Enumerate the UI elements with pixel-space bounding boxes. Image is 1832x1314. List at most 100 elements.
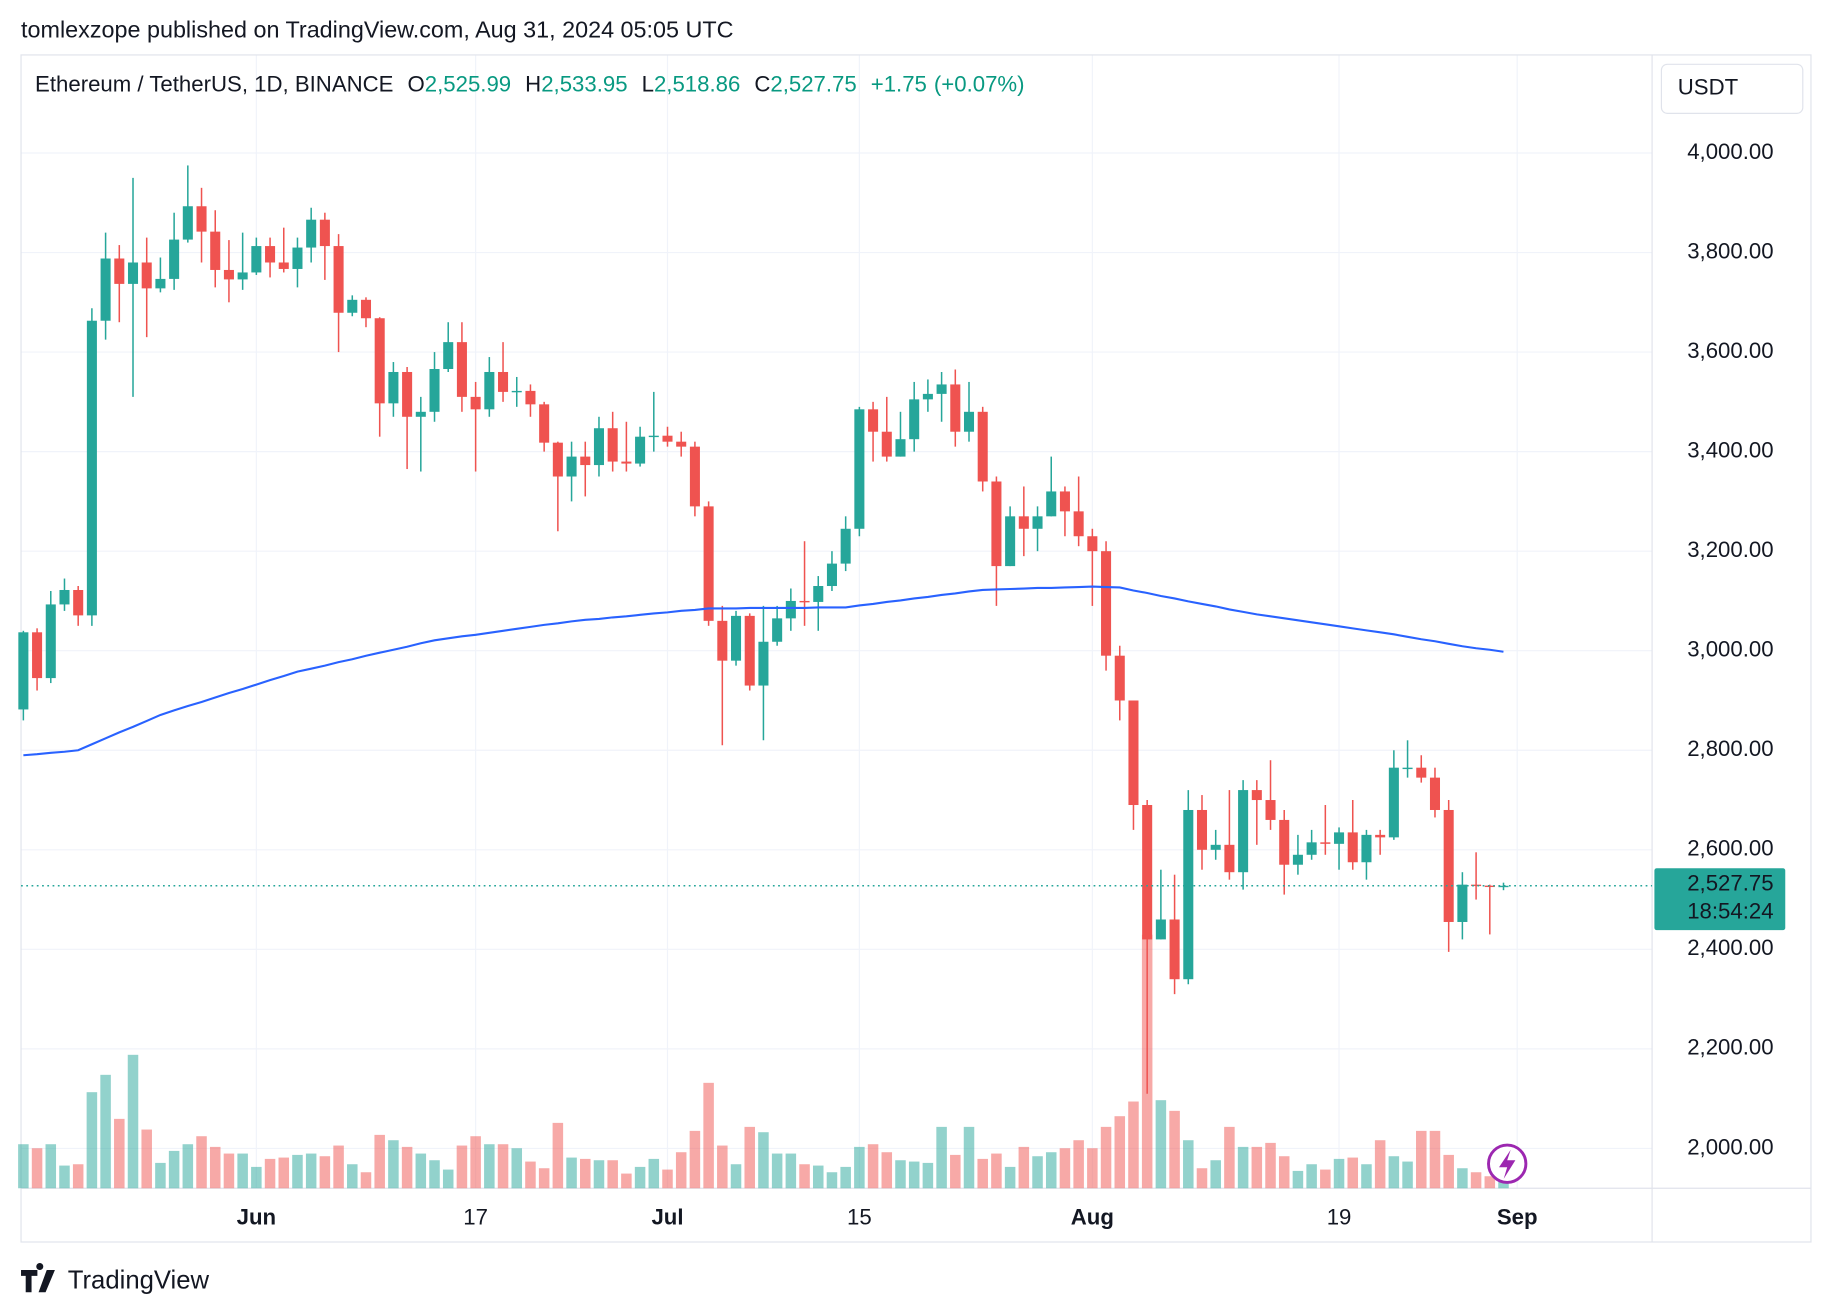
candle-body (1416, 767, 1427, 778)
candle-body (292, 247, 303, 269)
volume-bar (72, 1164, 84, 1189)
x-tick-label: Sep (1497, 1204, 1538, 1229)
candle-body (470, 396, 481, 410)
candle-body (772, 618, 783, 642)
candle-body (278, 262, 289, 269)
volume-bar (538, 1168, 550, 1189)
candle-body (388, 371, 399, 404)
candle-body (689, 446, 700, 507)
candle-body (1429, 777, 1441, 810)
ma-line (23, 585, 1504, 757)
attribution: tomlexzope published on TradingView.com,… (21, 17, 733, 43)
volume-bar (1402, 1161, 1413, 1189)
candle-body (100, 258, 111, 321)
volume-bar (1032, 1156, 1043, 1189)
volume-bar (1196, 1168, 1208, 1189)
candle-body (59, 589, 70, 605)
candle-body (169, 239, 180, 279)
volume-bar (18, 1144, 29, 1189)
volume-bar (1292, 1170, 1304, 1189)
candle-body (1128, 700, 1139, 806)
candle-body (360, 299, 372, 319)
volume-bar (196, 1136, 207, 1189)
volume-bar (429, 1160, 440, 1189)
y-tick-label: 2,200.00 (1687, 1035, 1773, 1060)
volume-bar (634, 1166, 646, 1189)
candle-body (621, 461, 632, 464)
volume-bar (621, 1173, 632, 1189)
volume-bar (1457, 1168, 1468, 1189)
volume-bar (1004, 1166, 1016, 1189)
ohlc-key: O (408, 71, 425, 96)
volume-bar (347, 1164, 358, 1189)
candle-body (306, 219, 317, 248)
volume-bar (936, 1126, 947, 1189)
candle-body (552, 442, 563, 477)
candle-body (196, 206, 207, 232)
x-tick-label: 17 (463, 1204, 488, 1229)
volume-bar (1443, 1154, 1454, 1189)
candle-body (114, 258, 125, 284)
volume-bar (840, 1166, 851, 1189)
candle-body (1032, 516, 1043, 529)
moving-average (23, 585, 1504, 757)
volume-bar (703, 1082, 714, 1189)
y-tick-label: 4,000.00 (1687, 139, 1773, 164)
candle-body (593, 428, 604, 466)
volume-bar (758, 1132, 769, 1189)
ohlc-value: 2,518.86 (654, 71, 740, 96)
volume-bar (812, 1165, 824, 1189)
volume-bar (1306, 1164, 1317, 1189)
volume-bar (593, 1160, 605, 1189)
candle-body (1005, 516, 1016, 567)
volume-bar (59, 1165, 70, 1189)
candle-body (1279, 819, 1290, 865)
candle-body (539, 404, 550, 443)
lightning-icon[interactable] (1487, 1143, 1528, 1184)
candle-body (1334, 832, 1345, 844)
candles (18, 165, 1509, 1094)
candle-body (223, 269, 234, 280)
volume-bar (1498, 1180, 1509, 1189)
volume-bar (1224, 1126, 1235, 1189)
candle-body (717, 620, 728, 661)
volume-bar (977, 1158, 988, 1189)
volume-bar (223, 1153, 235, 1189)
volume-bar (1416, 1130, 1427, 1189)
candle-body (662, 435, 673, 442)
volume-bar (1484, 1176, 1496, 1189)
ohlc-value: 2,525.99 (425, 71, 511, 96)
candle-body (1347, 832, 1358, 863)
candle-body (977, 411, 988, 482)
volume-bar (209, 1146, 221, 1189)
volume-bar (442, 1169, 454, 1189)
currency-box[interactable] (1660, 63, 1804, 114)
y-tick-label: 3,200.00 (1687, 537, 1773, 562)
volume-bar (1087, 1148, 1098, 1189)
candle-body (1169, 919, 1180, 980)
volume-bar (1265, 1142, 1276, 1189)
volume-bar (182, 1144, 194, 1189)
volume-bar (991, 1153, 1002, 1189)
grid (21, 54, 1653, 1189)
chart-frame (20, 54, 1812, 1243)
candle-body (840, 528, 851, 564)
legend: Ethereum / TetherUS, 1D, BINANCE O2,525.9… (35, 71, 1025, 96)
candle-body (909, 399, 920, 440)
volume-bar (525, 1161, 536, 1189)
volume-bar (1045, 1152, 1057, 1189)
candle-body (319, 219, 330, 247)
symbol: Ethereum / TetherUS, 1D, BINANCE (35, 71, 393, 96)
candle-body (45, 604, 56, 679)
volume-bar (867, 1144, 879, 1189)
volume-bar (31, 1148, 43, 1189)
volume-bar (333, 1145, 344, 1189)
volume-bar (1018, 1146, 1030, 1189)
last-price: 2,527.75 (1687, 870, 1773, 895)
candle-body (182, 206, 193, 240)
x-tick-label: Jul (651, 1204, 683, 1229)
candle-body (799, 600, 810, 603)
volume-bar (922, 1162, 934, 1189)
candle-body (484, 371, 495, 410)
